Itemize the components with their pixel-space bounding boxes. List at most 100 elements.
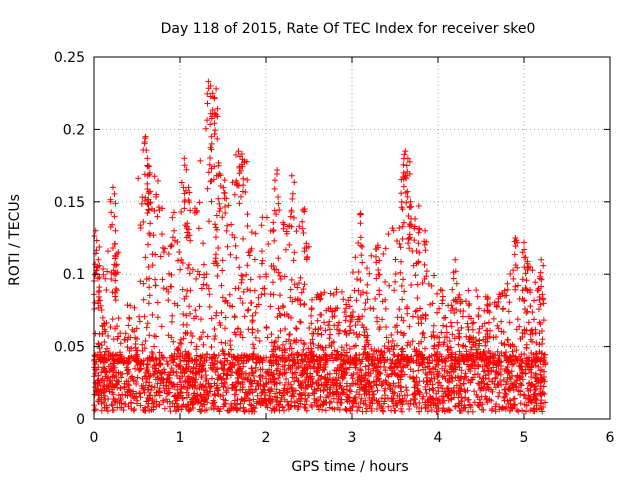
roti-point bbox=[400, 317, 407, 324]
roti-point bbox=[165, 332, 172, 339]
roti-point bbox=[154, 299, 161, 306]
roti-point bbox=[414, 351, 421, 358]
roti-point bbox=[116, 404, 123, 411]
roti-point bbox=[301, 281, 308, 288]
roti-point bbox=[532, 374, 539, 381]
roti-point bbox=[183, 367, 190, 374]
roti-point bbox=[236, 164, 243, 171]
roti-point bbox=[181, 205, 188, 212]
roti-point bbox=[235, 148, 242, 155]
roti-point bbox=[428, 369, 435, 376]
roti-point bbox=[476, 305, 483, 312]
roti-point bbox=[198, 285, 205, 292]
x-tick-label: 5 bbox=[520, 430, 529, 446]
roti-point bbox=[505, 308, 512, 315]
roti-point bbox=[479, 363, 486, 370]
roti-point bbox=[283, 228, 290, 235]
roti-point bbox=[542, 399, 549, 406]
roti-point bbox=[208, 315, 215, 322]
roti-point bbox=[268, 331, 275, 338]
roti-point bbox=[424, 381, 431, 388]
roti-point bbox=[404, 155, 411, 162]
roti-point bbox=[357, 220, 364, 227]
roti-point bbox=[249, 312, 256, 319]
roti-point bbox=[374, 387, 381, 394]
roti-point bbox=[186, 270, 193, 277]
roti-point bbox=[502, 406, 509, 413]
roti-point bbox=[396, 306, 403, 313]
roti-point bbox=[156, 357, 163, 364]
roti-point bbox=[180, 357, 187, 364]
roti-point bbox=[518, 363, 525, 370]
roti-point bbox=[291, 399, 298, 406]
roti-point bbox=[96, 262, 103, 269]
roti-point bbox=[459, 313, 466, 320]
roti-point bbox=[142, 369, 149, 376]
roti-point bbox=[421, 241, 428, 248]
roti-point bbox=[286, 222, 293, 229]
roti-point bbox=[462, 298, 469, 305]
roti-point bbox=[118, 400, 125, 407]
roti-point bbox=[473, 349, 480, 356]
roti-point bbox=[449, 349, 456, 356]
roti-point bbox=[317, 376, 324, 383]
roti-point bbox=[377, 352, 384, 359]
roti-point bbox=[211, 163, 218, 170]
roti-point bbox=[273, 171, 280, 178]
roti-point bbox=[529, 309, 536, 316]
roti-point bbox=[293, 325, 300, 332]
roti-point bbox=[448, 389, 455, 396]
roti-point bbox=[186, 189, 193, 196]
roti-point bbox=[323, 399, 330, 406]
roti-point bbox=[327, 305, 334, 312]
roti-point bbox=[125, 334, 132, 341]
roti-point bbox=[165, 371, 172, 378]
roti-point bbox=[366, 389, 373, 396]
roti-point bbox=[310, 365, 317, 372]
roti-point bbox=[96, 244, 103, 251]
roti-point bbox=[384, 356, 391, 363]
roti-point bbox=[383, 379, 390, 386]
roti-point bbox=[495, 357, 502, 364]
roti-point bbox=[173, 353, 180, 360]
roti-point bbox=[439, 300, 446, 307]
roti-point bbox=[215, 162, 222, 169]
roti-point bbox=[91, 271, 98, 278]
roti-point bbox=[254, 392, 261, 399]
roti-point bbox=[182, 187, 189, 194]
roti-point bbox=[149, 383, 156, 390]
roti-point bbox=[445, 385, 452, 392]
roti-point bbox=[398, 388, 405, 395]
y-tick-label: 0 bbox=[76, 412, 85, 428]
roti-point bbox=[219, 214, 226, 221]
roti-point bbox=[185, 197, 192, 204]
roti-point bbox=[270, 346, 277, 353]
roti-point bbox=[243, 352, 250, 359]
roti-point bbox=[240, 235, 247, 242]
roti-point bbox=[307, 363, 314, 370]
roti-point bbox=[521, 239, 527, 246]
roti-point bbox=[436, 305, 443, 312]
roti-point bbox=[334, 348, 341, 355]
roti-point bbox=[178, 385, 185, 392]
roti-point bbox=[206, 303, 213, 310]
roti-point bbox=[532, 374, 539, 381]
roti-point bbox=[279, 341, 286, 348]
roti-point bbox=[188, 357, 195, 364]
roti-point bbox=[136, 318, 143, 325]
roti-point bbox=[521, 246, 528, 253]
roti-point bbox=[141, 171, 148, 178]
roti-point bbox=[249, 369, 256, 376]
roti-point bbox=[273, 211, 280, 218]
roti-point bbox=[403, 199, 410, 206]
roti-point bbox=[96, 284, 103, 291]
roti-point bbox=[246, 371, 253, 378]
roti-point bbox=[109, 353, 116, 360]
roti-point bbox=[503, 365, 510, 372]
roti-point bbox=[511, 402, 518, 409]
roti-point bbox=[525, 319, 532, 326]
roti-point bbox=[363, 265, 370, 272]
roti-point bbox=[322, 382, 329, 389]
roti-point bbox=[414, 385, 421, 392]
roti-point bbox=[208, 198, 215, 205]
